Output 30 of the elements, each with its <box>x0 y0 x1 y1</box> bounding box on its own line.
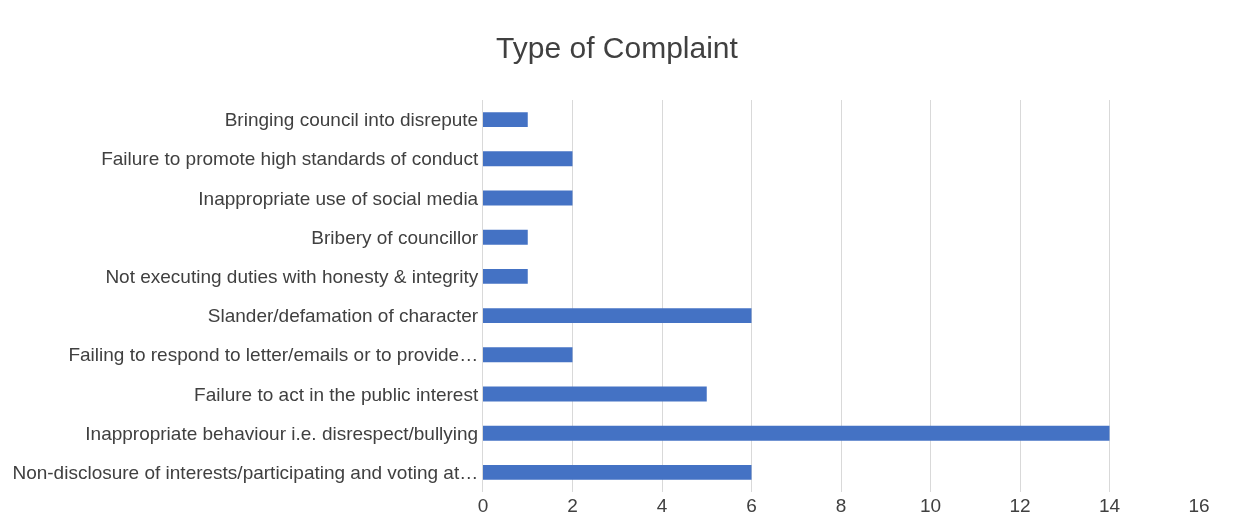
bar <box>483 464 752 480</box>
x-tick-label: 2 <box>567 495 578 516</box>
x-tick-label: 4 <box>656 495 668 516</box>
y-tick-label: Failure to act in the public interest <box>194 383 479 405</box>
bar <box>483 308 752 324</box>
y-tick-label: Inappropriate behaviour i.e. disrespect/bullying <box>85 422 479 444</box>
y-tick-label: Bringing council into disrepute <box>224 109 479 131</box>
x-tick-label: 8 <box>835 495 847 516</box>
chart-title: Type of Complaint <box>496 31 739 65</box>
bar <box>483 425 1110 441</box>
x-tick-label: 10 <box>919 495 942 516</box>
y-tick-label: Not executing duties with honesty & integrity <box>105 266 479 288</box>
x-tick-label: 0 <box>477 495 489 516</box>
y-tick-label: Bribery of councillor <box>311 226 479 248</box>
x-tick-label: 6 <box>746 495 757 516</box>
x-tick-label: 14 <box>1098 495 1121 516</box>
bar <box>483 347 573 363</box>
x-tick-label: 16 <box>1188 495 1210 516</box>
bar <box>483 190 573 206</box>
x-tick-label: 12 <box>1009 495 1031 516</box>
y-tick-label: Inappropriate use of social media <box>198 187 479 209</box>
bar <box>483 151 573 167</box>
y-tick-label: Failing to respond to letter/emails or to provide… <box>68 344 479 366</box>
bar <box>483 268 528 284</box>
bar <box>483 229 528 245</box>
bar <box>483 386 707 402</box>
y-tick-label: Failure to promote high standards of conduct <box>101 148 479 170</box>
y-tick-label: Non-disclosure of interests/participating and voting at… <box>12 462 479 484</box>
bar <box>483 112 528 128</box>
y-tick-label: Slander/defamation of character <box>207 305 479 327</box>
